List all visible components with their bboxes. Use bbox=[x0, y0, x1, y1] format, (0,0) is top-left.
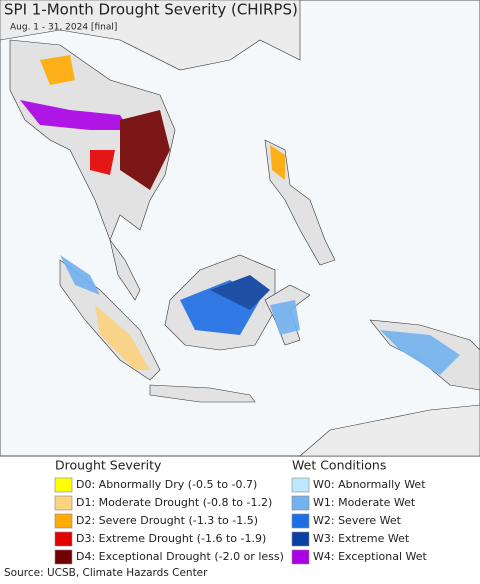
mainland bbox=[9, 39, 176, 241]
legend-label: D2: Severe Drought (-1.3 to -1.5) bbox=[76, 514, 258, 527]
drought-area bbox=[120, 110, 170, 190]
wet-area bbox=[380, 330, 460, 375]
drought-area bbox=[40, 55, 75, 85]
legend-label: W4: Exceptional Wet bbox=[313, 550, 428, 563]
australia bbox=[299, 404, 480, 457]
legend-swatch bbox=[54, 477, 73, 493]
legend-swatch bbox=[291, 531, 310, 547]
china bbox=[0, 0, 301, 71]
java bbox=[149, 384, 256, 403]
drought-area bbox=[90, 150, 115, 175]
wet-area bbox=[210, 275, 270, 310]
land bbox=[0, 0, 480, 457]
subtitle: Aug. 1 - 31, 2024 [final] bbox=[10, 23, 117, 33]
legend-label: D0: Abnormally Dry (-0.5 to -0.7) bbox=[76, 478, 257, 491]
legend-swatch bbox=[291, 477, 310, 493]
spi-overlay bbox=[20, 55, 460, 375]
legend-label: W0: Abnormally Wet bbox=[313, 478, 426, 491]
legend-swatch bbox=[54, 495, 73, 511]
legend-swatch bbox=[291, 495, 310, 511]
legend-swatch bbox=[291, 549, 310, 565]
title: SPI 1-Month Drought Severity (CHIRPS) bbox=[4, 1, 298, 19]
legend-title: Wet Conditions bbox=[292, 458, 386, 473]
wet-area bbox=[60, 255, 100, 295]
malay-peninsula bbox=[109, 239, 141, 301]
legend-label: D1: Moderate Drought (-0.8 to -1.2) bbox=[76, 496, 272, 509]
source: Source: UCSB, Climate Hazards Center bbox=[4, 567, 208, 579]
legend-swatch bbox=[54, 531, 73, 547]
wet-area bbox=[270, 300, 300, 335]
legend-label: D4: Exceptional Drought (-2.0 or less) bbox=[76, 550, 284, 563]
drought-area bbox=[270, 145, 285, 180]
legend-swatch bbox=[54, 549, 73, 565]
legend-label: W2: Severe Wet bbox=[313, 514, 402, 527]
legend-swatch bbox=[291, 513, 310, 529]
drought-area bbox=[95, 305, 150, 370]
legend-swatch bbox=[54, 513, 73, 529]
legend-label: W1: Moderate Wet bbox=[313, 496, 416, 509]
legend-label: D3: Extreme Drought (-1.6 to -1.9) bbox=[76, 532, 266, 545]
wet-area bbox=[20, 100, 130, 130]
legend-label: W3: Extreme Wet bbox=[313, 532, 410, 545]
legend-title: Drought Severity bbox=[55, 458, 162, 473]
